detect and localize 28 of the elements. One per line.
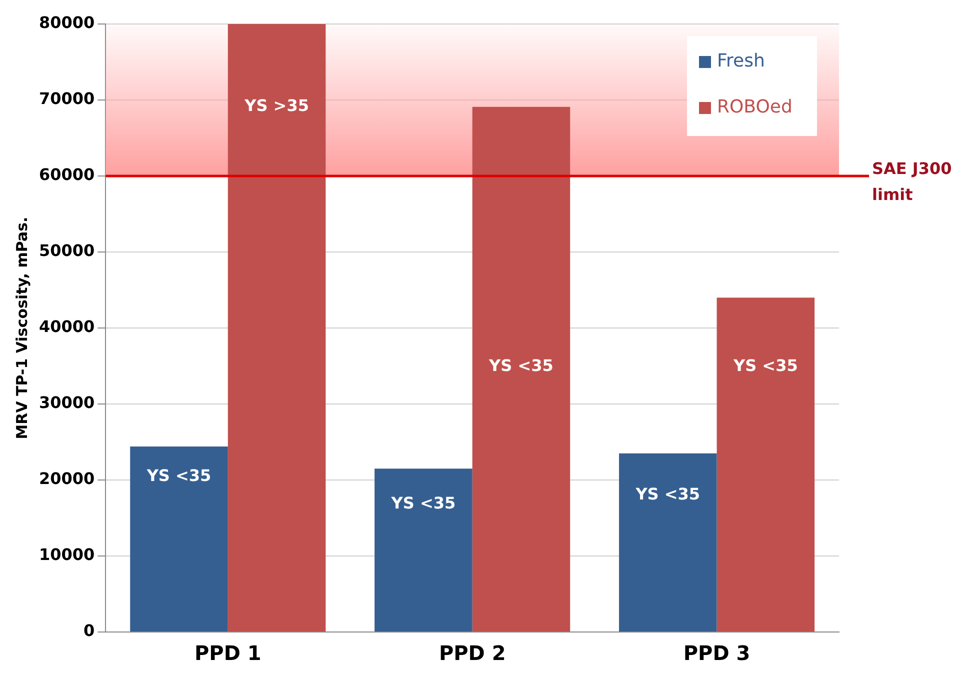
bar [472, 106, 570, 632]
legend-label: Fresh [717, 50, 765, 72]
y-tick-label: 0 [84, 621, 95, 640]
y-tick-label: 40000 [38, 317, 95, 336]
y-tick-label: 80000 [38, 13, 95, 32]
x-tick-label: PPD 2 [438, 641, 506, 666]
y-tick-label: 10000 [38, 545, 95, 564]
y-axis-title: MRV TP-1 Viscosity, mPas. [12, 216, 31, 440]
bar [374, 468, 472, 632]
bar [619, 453, 717, 632]
annotation: YS <35 [146, 466, 212, 486]
y-tick-label: 50000 [38, 241, 95, 260]
ref-line-label: SAE J300 limit [872, 159, 952, 204]
bar [716, 298, 815, 632]
annotation: YS <35 [390, 493, 456, 512]
x-tick-label: PPD 1 [194, 641, 262, 666]
annotation: YS >35 [244, 96, 309, 115]
bar [228, 24, 326, 632]
y-tick-label: 30000 [38, 393, 95, 412]
x-tick-label: PPD 3 [683, 641, 750, 666]
y-tick-label: 20000 [38, 469, 95, 488]
bar [130, 446, 228, 632]
y-tick-label: 70000 [38, 89, 95, 108]
annotation: YS <35 [488, 356, 554, 375]
legend-label: ROBOed [717, 96, 792, 118]
annotation: YS <35 [634, 484, 700, 504]
annotation: YS <35 [732, 356, 798, 375]
y-tick-label: 60000 [38, 165, 95, 184]
